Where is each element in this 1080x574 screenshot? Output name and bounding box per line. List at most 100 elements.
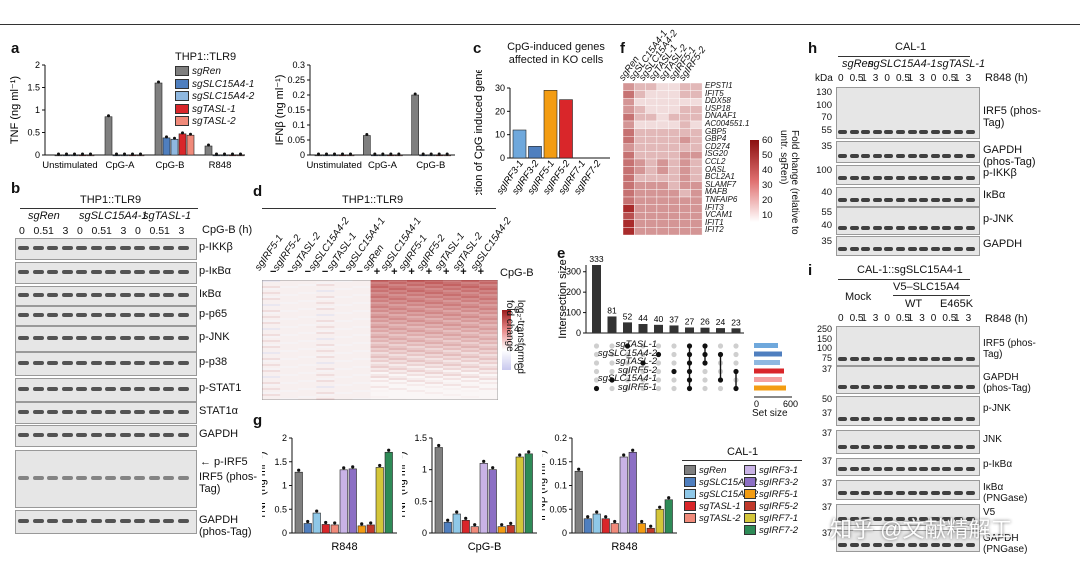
blot-band	[47, 410, 58, 414]
d-heat-cell	[353, 298, 371, 300]
blot-band	[90, 270, 102, 274]
blot-band	[872, 226, 882, 230]
d-heat-cell	[334, 340, 352, 342]
d-heat-cell	[406, 308, 425, 310]
e-dot	[671, 351, 677, 358]
d-heat-cell	[298, 290, 316, 292]
d-heat-cell	[424, 346, 443, 348]
d-heat-cell	[298, 348, 316, 350]
e-dot	[593, 368, 600, 375]
c-ytick-label: 10	[495, 130, 505, 140]
d-heat-cell	[479, 362, 498, 364]
d-heat-cell	[406, 380, 425, 382]
d-heat-cell	[370, 330, 389, 332]
d-heat-cell	[370, 356, 389, 358]
blot-band	[954, 198, 963, 202]
d-heat-cell	[280, 282, 298, 284]
blot-band	[919, 385, 929, 389]
blot-band	[919, 130, 929, 134]
d-heat-cell	[370, 324, 389, 326]
d-heat-cell	[280, 320, 298, 322]
a-ifn-ytick-label: 0.1	[292, 120, 305, 130]
d-heat-cell	[262, 376, 281, 378]
d-heat-cell	[406, 314, 425, 316]
g2-bar	[506, 525, 515, 534]
blot-band	[872, 247, 882, 251]
blot-band	[105, 361, 116, 365]
blot-band	[896, 226, 905, 230]
d-heat-cell	[280, 302, 298, 304]
blot-band	[884, 517, 894, 521]
panel-g-legend-item: sgIRF5-1	[744, 489, 798, 500]
d-heat-cell	[262, 292, 281, 294]
f-heat-cell	[623, 211, 635, 220]
blot-band	[838, 445, 847, 449]
panel-d-sign: −	[321, 266, 329, 278]
d-heat-cell	[370, 286, 389, 288]
d-heat-cell	[334, 386, 352, 388]
d-heat-cell	[424, 352, 443, 354]
blot-band	[849, 445, 859, 449]
f-heat-cell	[668, 97, 680, 106]
blot-band	[896, 517, 905, 521]
blot-band	[954, 517, 963, 521]
blot-band	[907, 247, 917, 251]
d-heat-cell	[425, 394, 443, 396]
d-heat-cell	[461, 322, 480, 324]
d-heat-cell	[334, 290, 352, 292]
d-heat-cell	[316, 334, 334, 336]
e-bar-label: 37	[669, 314, 679, 324]
d-heat-cell	[424, 284, 443, 286]
d-heat-cell	[461, 338, 480, 340]
d-heat-cell	[406, 330, 425, 332]
g2-point	[509, 521, 513, 525]
panel-d-cpg-label: CpG-B	[500, 267, 534, 279]
legend-label: sgSLC15A4-2	[699, 489, 759, 500]
f-heat-cell	[623, 97, 635, 106]
d-heat-cell	[479, 332, 498, 334]
blot-band	[942, 226, 952, 230]
panel-h-marker: 35	[821, 141, 832, 152]
legend-label: sgIRF5-1	[759, 489, 799, 500]
f-heat-cell	[679, 143, 692, 152]
f-heat-cell	[679, 158, 692, 167]
d-heat-cell	[353, 322, 371, 324]
d-heat-cell	[298, 396, 316, 398]
d-heat-cell	[353, 312, 371, 314]
d-heat-cell	[262, 306, 280, 308]
blot-band	[838, 247, 847, 251]
d-heat-cell	[443, 308, 462, 310]
legend-label: sgTASL-2	[699, 513, 741, 524]
d-heat-cell	[280, 286, 298, 288]
a-tnf-xlabel: R848	[209, 160, 232, 171]
d-heat-cell	[316, 378, 334, 380]
f-heat-cell	[656, 196, 669, 205]
d-heat-cell	[388, 344, 407, 346]
d-heat-cell	[280, 334, 298, 336]
d-heat-cell	[298, 376, 316, 378]
f-heat-cell	[668, 90, 680, 99]
d-heat-cell	[353, 294, 371, 296]
e-set-tick: 0	[754, 399, 759, 409]
f-heat-cell	[645, 219, 658, 228]
g2-bar	[452, 513, 461, 534]
g2-point	[518, 453, 522, 457]
blot-band	[872, 417, 882, 421]
a-ifn-ytick-label: 0	[300, 150, 305, 160]
d-heat-cell	[406, 318, 425, 320]
a-tnf-point	[181, 131, 184, 135]
e-set-bar	[754, 385, 786, 391]
d-heat-cell	[353, 376, 371, 378]
d-heat-cell	[298, 312, 316, 314]
d-heat-cell	[406, 304, 425, 306]
d-heat-cell	[424, 326, 443, 328]
blot-band	[849, 543, 859, 547]
panel-g-legend-item: sgIRF3-1	[744, 465, 798, 476]
g3-point	[631, 448, 635, 452]
blot-band	[148, 246, 160, 250]
d-heat-cell	[262, 298, 281, 300]
blot-band	[942, 130, 952, 134]
blot-band	[861, 491, 871, 495]
f-heat-cell	[679, 105, 692, 114]
blot-band	[177, 410, 189, 414]
